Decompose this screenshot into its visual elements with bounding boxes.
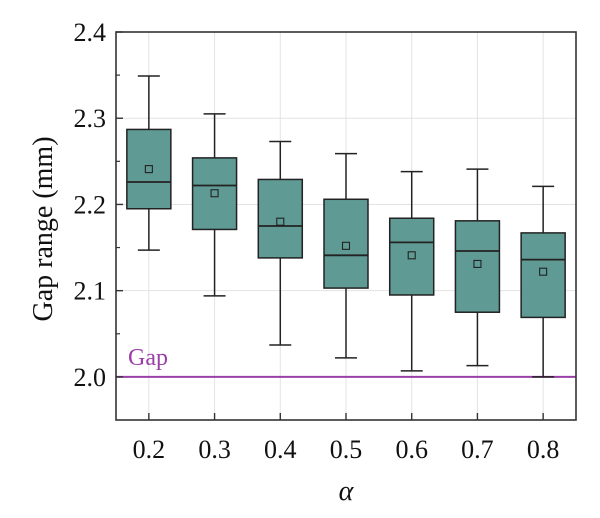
ticks-layer: 2.0 2.1 2.2 2.3 2.4 0.2 0.3 0.4 0.5 0.6 0.7 0.8: [74, 18, 560, 464]
iqr-box: [454, 220, 501, 313]
x-tick-label: 0.8: [527, 435, 560, 464]
x-tick-label: 0.5: [330, 435, 363, 464]
box-0.6: [388, 170, 435, 372]
x-tick-label: 0.3: [198, 435, 231, 464]
iqr-box: [323, 198, 369, 289]
boxes-layer: [126, 75, 566, 378]
y-axis-title: Gap range (mm): [28, 136, 59, 321]
box-0.3: [191, 113, 238, 297]
y-tick-label: 2.3: [74, 104, 107, 133]
y-tick-label: 2.1: [74, 277, 107, 306]
mean-marker: [341, 241, 351, 250]
box-0.5: [323, 152, 369, 359]
reference-layer: Gap: [116, 345, 576, 378]
mean-marker: [276, 217, 285, 226]
box-0.4: [257, 140, 304, 346]
x-tick-label: 0.2: [133, 435, 166, 464]
iqr-box: [191, 157, 238, 231]
mean-marker: [210, 189, 219, 198]
gap-reference-label: Gap: [128, 345, 168, 371]
x-tick-label: 0.7: [461, 435, 494, 464]
mean-marker: [539, 267, 548, 276]
mean-marker: [407, 251, 416, 260]
y-tick-label: 2.2: [74, 190, 107, 219]
x-tick-label: 0.6: [395, 435, 428, 464]
mean-marker: [144, 165, 153, 174]
y-tick-label: 2.4: [74, 18, 107, 47]
mean-marker: [473, 259, 482, 268]
box-0.8: [520, 185, 566, 378]
x-tick-label: 0.4: [264, 435, 297, 464]
iqr-box: [126, 128, 172, 210]
box-0.7: [454, 168, 501, 367]
x-axis-title: α: [339, 476, 355, 507]
y-tick-label: 2.0: [74, 363, 107, 392]
iqr-box: [520, 232, 566, 319]
box-0.2: [126, 75, 172, 251]
iqr-box: [388, 217, 435, 296]
